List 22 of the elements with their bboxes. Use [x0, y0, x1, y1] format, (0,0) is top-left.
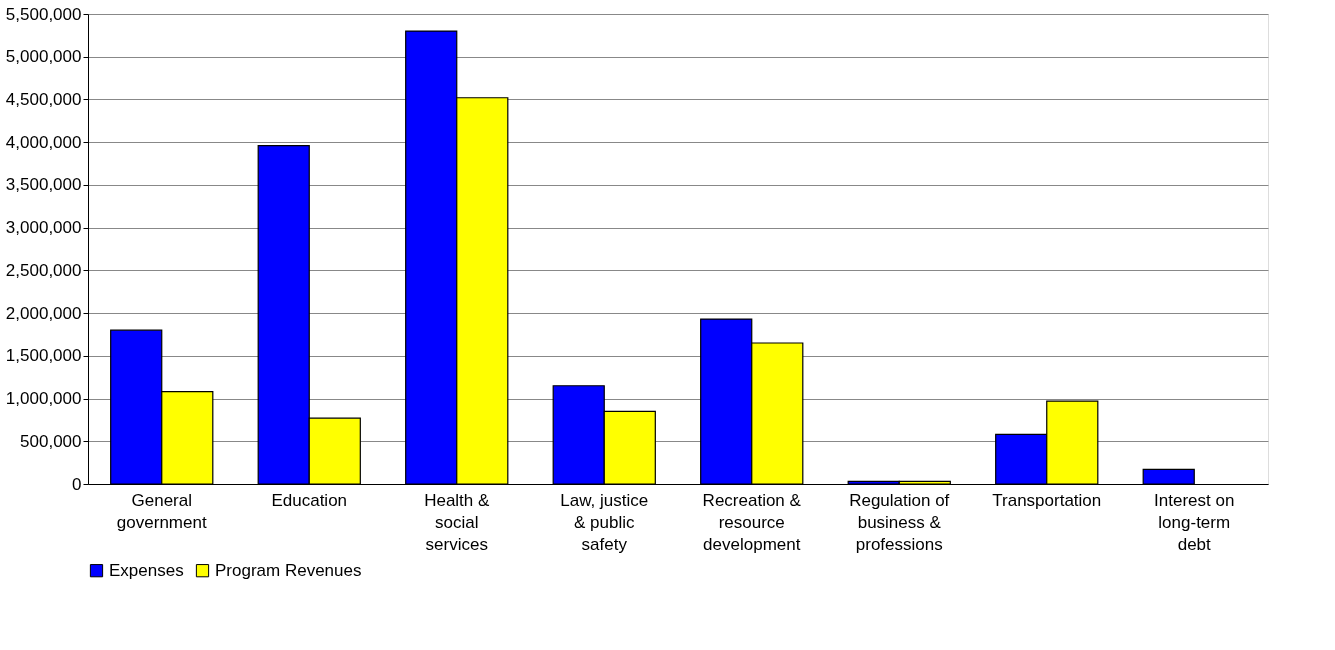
- legend-label: Program Revenues: [215, 560, 362, 580]
- y-tick-label: 2,000,000: [5, 303, 82, 323]
- y-tick-label: 5,500,000: [5, 4, 82, 24]
- x-tick-label: Law, justice & public safety: [560, 490, 649, 554]
- x-tick-label: Transportation: [992, 490, 1102, 510]
- y-tick-label: 3,500,000: [5, 175, 82, 195]
- y-tick-label: 500,000: [20, 431, 82, 451]
- y-tick-label: 2,500,000: [5, 260, 82, 280]
- y-tick-label: 1,000,000: [5, 389, 82, 409]
- y-tick-label: 3,000,000: [5, 218, 82, 238]
- x-tick-label: Education: [271, 490, 348, 510]
- x-tick-label: Recreation & resource development: [702, 490, 802, 554]
- y-tick-label: 1,500,000: [5, 346, 82, 366]
- x-tick-label: Regulation of business & professions: [849, 490, 950, 554]
- y-tick-label: 4,000,000: [5, 132, 82, 152]
- y-tick-label: 0: [72, 474, 82, 494]
- legend-label: Expenses: [109, 560, 184, 580]
- x-tick-label: Interest on long-term debt: [1154, 490, 1235, 554]
- y-tick-label: 5,000,000: [5, 47, 82, 67]
- x-tick-label: General government: [116, 490, 207, 532]
- y-tick-label: 4,500,000: [5, 89, 82, 109]
- x-tick-label: Health & social services: [424, 490, 491, 554]
